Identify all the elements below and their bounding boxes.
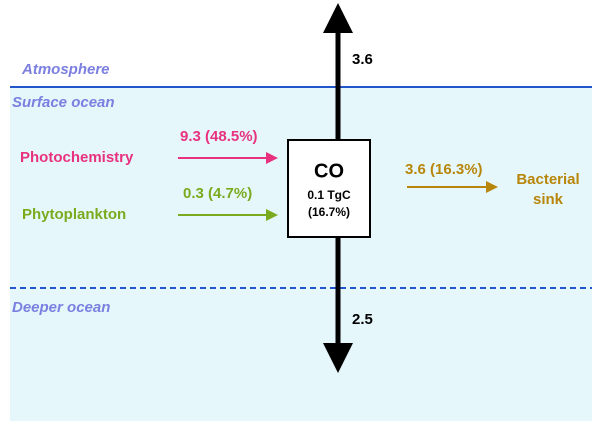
sink-name: sink: [533, 191, 564, 208]
export-label: 2.5: [352, 311, 373, 328]
source-name: Photochemistry: [20, 149, 134, 166]
box-share: (16.7%): [308, 205, 350, 219]
source-flux: 0.3 (4.7%): [183, 185, 252, 202]
atmosphere-label: Atmosphere: [21, 61, 110, 78]
sink-name: Bacterial: [516, 171, 579, 188]
outgassing-label: 3.6: [352, 51, 373, 68]
surface-label: Surface ocean: [12, 94, 115, 111]
sink-flux: 3.6 (16.3%): [405, 161, 483, 178]
box-title: CO: [314, 160, 344, 182]
ocean-background: [10, 87, 592, 421]
co-box: [287, 139, 371, 238]
box-amount: 0.1 TgC: [307, 188, 351, 202]
source-flux: 9.3 (48.5%): [180, 128, 258, 145]
source-name: Phytoplankton: [22, 206, 126, 223]
deep-label: Deeper ocean: [12, 299, 110, 316]
